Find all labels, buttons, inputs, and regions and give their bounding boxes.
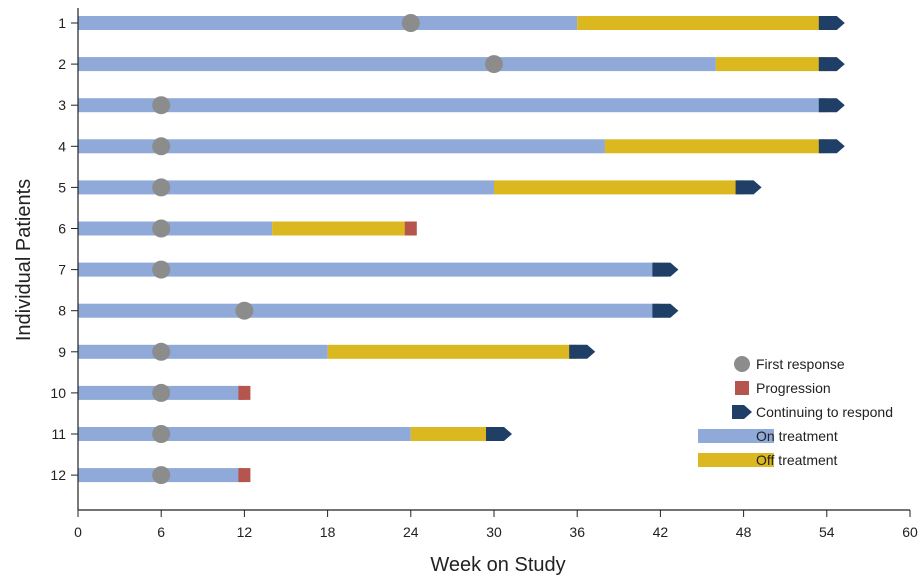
on-treatment-bar	[78, 262, 661, 277]
on-treatment-bar	[78, 57, 716, 72]
y-tick-label: 9	[58, 344, 66, 360]
on-treatment-bar	[78, 221, 273, 236]
y-tick-label: 3	[58, 97, 66, 113]
off-treatment-bar	[715, 57, 827, 72]
off-treatment-bar	[494, 180, 744, 195]
continuing-arrow-icon	[569, 344, 596, 359]
off-treatment-bar	[577, 16, 827, 30]
progression-marker	[238, 468, 251, 483]
y-tick-label: 12	[50, 467, 66, 483]
y-tick-label: 1	[58, 15, 66, 31]
patient-row-10	[78, 383, 251, 402]
patient-row-1	[78, 14, 845, 32]
treatment-legend-swatch	[698, 429, 774, 443]
patient-row-6	[78, 219, 417, 238]
legend-label: Continuing to respond	[756, 404, 893, 420]
off-treatment-bar	[410, 427, 494, 441]
on-treatment-bar	[78, 16, 578, 30]
treatment-legend-swatch	[698, 453, 774, 467]
first-response-marker	[401, 14, 420, 32]
continuing-arrow-icon	[818, 16, 845, 30]
patient-row-5	[78, 178, 762, 197]
on-treatment-bar	[78, 139, 605, 154]
x-tick-label: 6	[157, 524, 165, 540]
legend-item-continuing: Continuing to respond	[732, 404, 893, 420]
legend-label: First response	[756, 356, 845, 372]
first-response-marker	[152, 96, 171, 115]
first-response-marker	[152, 260, 171, 279]
continuing-arrow-icon	[652, 262, 679, 277]
y-tick-label: 11	[51, 426, 66, 442]
first-response-marker	[152, 219, 171, 238]
patient-row-2	[78, 55, 845, 74]
bars-layer	[78, 14, 845, 485]
patient-row-7	[78, 260, 679, 279]
x-tick-label: 12	[237, 524, 253, 540]
on-treatment-bar	[78, 303, 661, 318]
off-treatment-bar	[327, 344, 578, 359]
y-tick-label: 5	[58, 179, 66, 195]
first-response-marker	[152, 466, 171, 485]
y-tick-label: 8	[58, 303, 66, 319]
y-tick-label: 7	[58, 262, 66, 278]
progression-legend-icon	[735, 381, 749, 395]
patient-row-9	[78, 342, 596, 361]
patient-row-4	[78, 137, 845, 156]
first-response-marker	[485, 55, 503, 74]
off-treatment-bar	[272, 221, 411, 236]
patient-row-11	[78, 425, 512, 443]
x-tick-label: 48	[736, 524, 752, 540]
x-tick-label: 18	[320, 524, 336, 540]
progression-marker	[238, 385, 251, 400]
x-tick-label: 60	[902, 524, 918, 540]
first-response-legend-icon	[734, 356, 750, 372]
first-response-marker	[152, 425, 171, 443]
first-response-marker	[152, 383, 171, 402]
x-tick-label: 36	[569, 524, 585, 540]
patient-row-12	[78, 466, 251, 485]
continuing-arrow-icon	[818, 57, 845, 72]
continuing-arrow-icon	[818, 139, 845, 154]
x-axis-title: Week on Study	[430, 554, 565, 576]
on-treatment-bar	[78, 344, 328, 359]
legend-item-progression: Progression	[735, 380, 831, 396]
x-tick-label: 54	[819, 524, 835, 540]
off-treatment-bar	[604, 139, 827, 154]
on-treatment-bar	[78, 98, 827, 113]
on-treatment-bar	[78, 427, 411, 441]
first-response-marker	[235, 301, 254, 320]
progression-marker	[404, 221, 417, 236]
x-tick-label: 24	[403, 524, 419, 540]
x-tick-label: 30	[486, 524, 502, 540]
patient-row-3	[78, 96, 845, 115]
continuing-arrow-icon	[486, 427, 512, 441]
legend-item-first-response: First response	[734, 356, 845, 372]
y-axis-title: Individual Patients	[13, 179, 35, 341]
y-tick-label: 10	[50, 385, 66, 401]
y-tick-label: 4	[58, 138, 66, 154]
first-response-marker	[152, 137, 171, 156]
legend-label: On treatment	[756, 428, 838, 444]
x-tick-label: 0	[74, 524, 82, 540]
on-treatment-bar	[78, 180, 494, 195]
legend-item-on-treatment: On treatment	[698, 428, 838, 444]
continuing-arrow-icon	[735, 180, 762, 195]
legend-item-off-treatment: Off treatment	[698, 452, 838, 468]
continuing-arrow-icon	[652, 303, 679, 318]
patient-row-8	[78, 301, 679, 320]
first-response-marker	[152, 178, 171, 197]
legend-label: Off treatment	[756, 452, 838, 468]
x-tick-label: 42	[653, 524, 669, 540]
y-tick-label: 6	[58, 221, 66, 237]
legend-label: Progression	[756, 380, 831, 396]
continuing-legend-icon	[732, 405, 752, 419]
first-response-marker	[152, 342, 171, 361]
legend: First response Progression Continuing to r…	[698, 356, 893, 468]
y-tick-label: 2	[58, 56, 66, 72]
continuing-arrow-icon	[818, 98, 845, 113]
